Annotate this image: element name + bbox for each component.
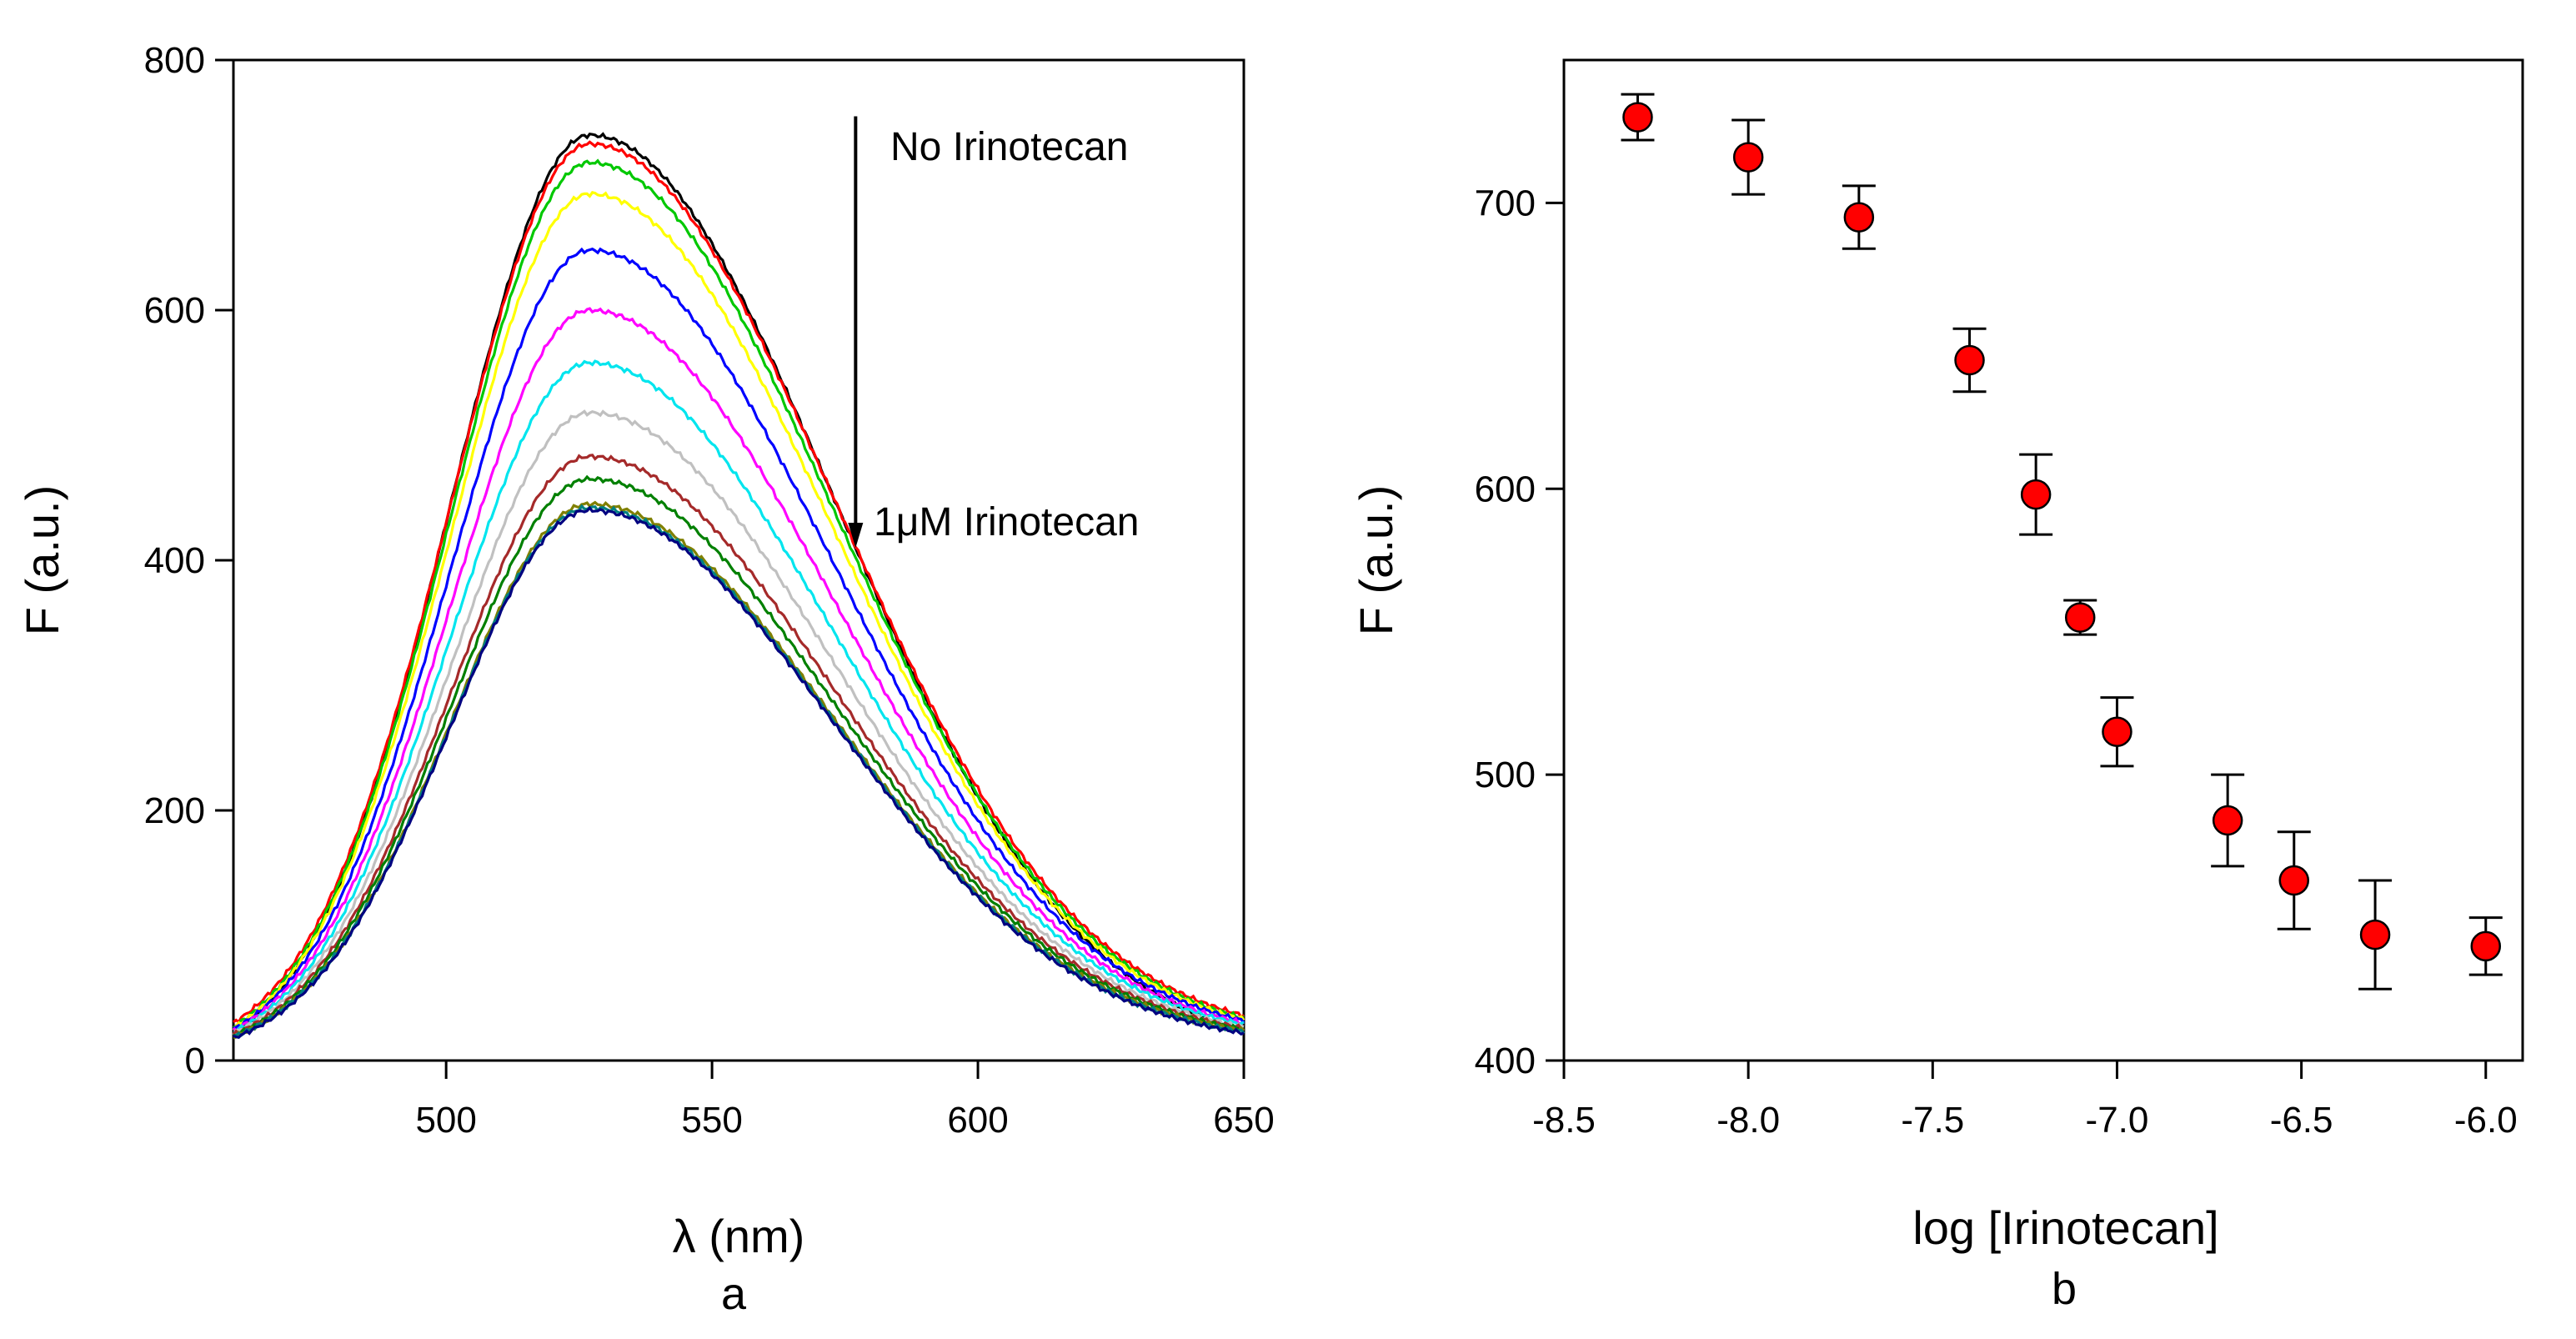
data-point-9 (2278, 865, 2310, 896)
spectrum-curve-10 (233, 474, 1245, 1037)
panel-a-y-tick-label: 800 (144, 40, 205, 81)
panel-b-plot-frame (1562, 58, 2524, 1062)
panel-a-y-tick-label: 400 (144, 540, 205, 581)
panel-a-y-tick-label: 200 (144, 790, 205, 831)
panel-b-y-tick-label: 400 (1475, 1041, 1536, 1081)
panel-a-x-tick-label: 500 (415, 1100, 476, 1141)
panel-a-y-tick-label: 0 (185, 1041, 205, 1081)
spectrum-curve-3 (233, 158, 1245, 1029)
panel-a-label: a (721, 1269, 747, 1319)
spectrum-curve-5 (233, 247, 1245, 1030)
spectrum-curve-8 (232, 409, 1245, 1036)
decrease-arrow-head-icon (848, 523, 864, 548)
spectrum-curve-7 (233, 359, 1245, 1034)
data-point-8 (2212, 805, 2243, 836)
panel-a-y-ticks: 0 200 400 600 800 (144, 40, 233, 1081)
panel-a-spectra-chart: 0 200 400 600 800 500 550 600 650 No Irinotecan… (16, 40, 1275, 1319)
panel-a-x-ticks: 500 550 600 650 (415, 1061, 1275, 1141)
panel-b-x-tick-label: -7.5 (1901, 1100, 1964, 1141)
panel-b-x-tick-label: -8.5 (1532, 1100, 1596, 1141)
data-point-10 (2359, 919, 2391, 950)
panel-a-x-tick-label: 650 (1213, 1100, 1274, 1141)
data-point-6 (2064, 602, 2096, 633)
data-point-3 (1843, 202, 1875, 233)
data-point-4 (1954, 344, 1985, 376)
annotation-no-irinotecan: No Irinotecan (890, 125, 1129, 169)
panel-a-y-axis-title: F (a.u.) (16, 485, 68, 635)
panel-b-y-tick-label: 700 (1475, 183, 1536, 223)
data-point-11 (2470, 930, 2502, 962)
panel-b-label: b (2052, 1264, 2077, 1314)
panel-a-curves (232, 132, 1245, 1040)
panel-b-x-axis-title: log [Irinotecan] (1912, 1201, 2218, 1254)
data-point-1 (1622, 102, 1653, 133)
panel-b-y-axis-title: F (a.u.) (1350, 485, 1402, 635)
panel-a-plot-frame (232, 58, 1245, 1062)
data-point-5 (2020, 479, 2052, 510)
spectrum-curve-13 (233, 505, 1245, 1040)
panel-b-x-tick-label: -7.0 (2086, 1100, 2149, 1141)
panel-b-y-ticks: 400 500 600 700 (1475, 183, 1564, 1081)
panel-a-x-tick-label: 550 (681, 1100, 742, 1141)
spectrum-curve-9 (232, 454, 1245, 1036)
panel-b-points (1621, 93, 2503, 990)
panel-a-annotations: No Irinotecan 1μM Irinotecan (848, 116, 1139, 548)
panel-a-x-axis-title: λ (nm) (673, 1210, 805, 1262)
spectrum-curve-1 (232, 132, 1245, 1035)
panel-b-y-tick-label: 600 (1475, 469, 1536, 509)
data-point-2 (1732, 142, 1764, 173)
data-point-7 (2102, 716, 2132, 747)
panel-b-dose-response-chart: 400 500 600 700 -8.5 -8.0 -7.5 -7.0 -6.5 -6.0 F … (1350, 58, 2524, 1314)
panel-a-y-tick-label: 600 (144, 290, 205, 331)
panel-b-y-tick-label: 500 (1475, 755, 1536, 795)
spectrum-curve-4 (232, 190, 1245, 1031)
panel-b-x-ticks: -8.5 -8.0 -7.5 -7.0 -6.5 -6.0 (1532, 1061, 2518, 1141)
panel-b-x-tick-label: -6.0 (2454, 1100, 2518, 1141)
panel-b-x-tick-label: -6.5 (2270, 1100, 2333, 1141)
panel-b-x-tick-label: -8.0 (1716, 1100, 1780, 1141)
spectrum-curve-6 (232, 307, 1245, 1033)
annotation-1um-irinotecan: 1μM Irinotecan (874, 500, 1139, 544)
spectrum-curve-2 (233, 140, 1245, 1025)
panel-a-x-tick-label: 600 (947, 1100, 1008, 1141)
